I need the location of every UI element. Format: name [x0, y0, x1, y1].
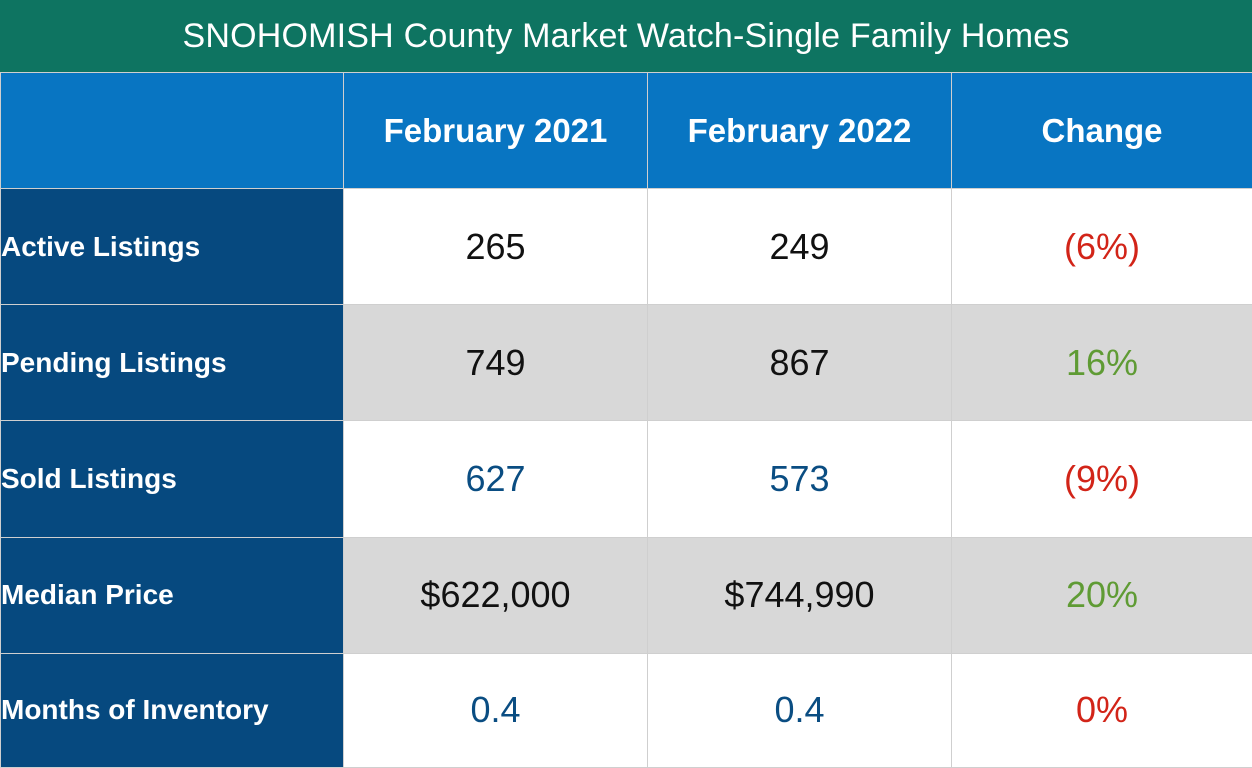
table-row-sold-listings: Sold Listings 627 573 (9%) [0, 420, 1252, 538]
cell-inventory-feb-2021: 0.4 [343, 652, 648, 768]
market-watch-table: February 2021 February 2022 Change Activ… [0, 72, 1252, 768]
header-corner [0, 72, 344, 189]
cell-pending-feb-2021: 749 [343, 304, 648, 422]
cell-inventory-feb-2022: 0.4 [647, 652, 952, 768]
cell-median-feb-2021: $622,000 [343, 536, 648, 654]
row-label-active-listings: Active Listings [0, 187, 344, 306]
row-label-median-price: Median Price [0, 536, 344, 654]
row-label-months-of-inventory: Months of Inventory [0, 652, 344, 768]
table-row-median-price: Median Price $622,000 $744,990 20% [0, 536, 1252, 654]
row-label-pending-listings: Pending Listings [0, 304, 344, 422]
cell-sold-feb-2021: 627 [343, 420, 648, 538]
cell-pending-feb-2022: 867 [647, 304, 952, 422]
table-row-active-listings: Active Listings 265 249 (6%) [0, 187, 1252, 306]
cell-median-change: 20% [951, 536, 1252, 654]
row-label-sold-listings: Sold Listings [0, 420, 344, 538]
header-feb-2022: February 2022 [647, 72, 952, 189]
cell-active-feb-2021: 265 [343, 187, 648, 306]
table-row-pending-listings: Pending Listings 749 867 16% [0, 304, 1252, 422]
cell-median-feb-2022: $744,990 [647, 536, 952, 654]
table-row-months-of-inventory: Months of Inventory 0.4 0.4 0% [0, 652, 1252, 768]
cell-active-feb-2022: 249 [647, 187, 952, 306]
cell-pending-change: 16% [951, 304, 1252, 422]
header-feb-2021: February 2021 [343, 72, 648, 189]
cell-sold-feb-2022: 573 [647, 420, 952, 538]
cell-inventory-change: 0% [951, 652, 1252, 768]
cell-sold-change: (9%) [951, 420, 1252, 538]
table-title: SNOHOMISH County Market Watch-Single Fam… [0, 0, 1252, 72]
header-change: Change [951, 72, 1252, 189]
cell-active-change: (6%) [951, 187, 1252, 306]
header-row: February 2021 February 2022 Change [0, 72, 1252, 189]
